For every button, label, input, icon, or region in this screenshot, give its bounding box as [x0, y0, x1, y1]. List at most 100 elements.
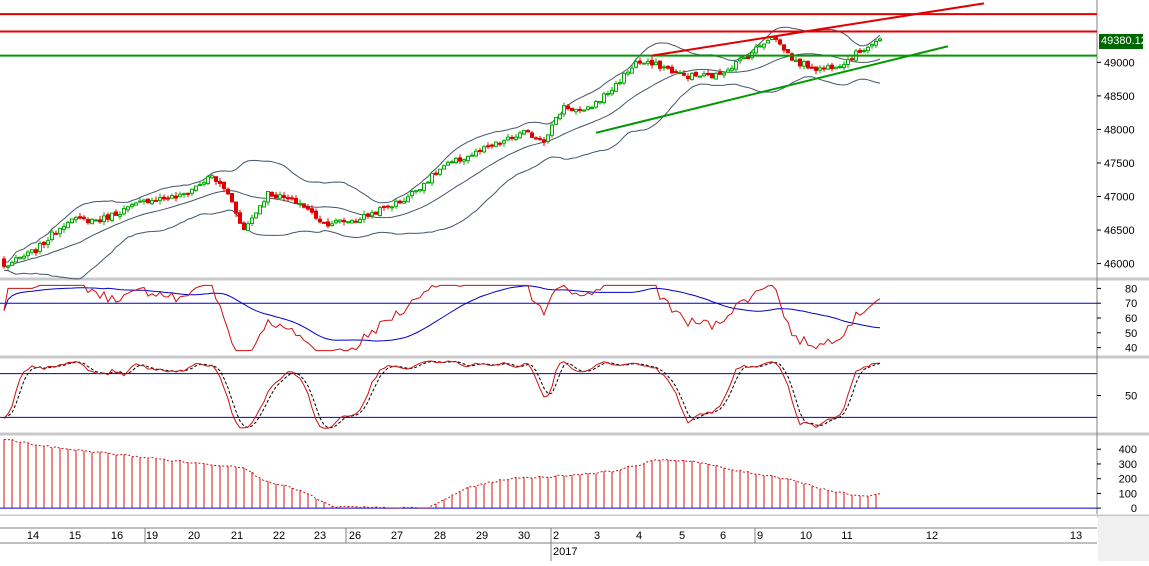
- candle-body: [642, 62, 646, 65]
- candle-body: [622, 73, 626, 84]
- y-tick-label: 100: [1119, 488, 1137, 500]
- candle-body: [494, 141, 498, 147]
- y-tick-label: 60: [1125, 313, 1137, 325]
- x-axis: 14 15 16 19 20 21 22 23 26 27 28 29 30 2 3 4 5 6 9 10 11 12 13…: [0, 516, 1149, 561]
- candle-body: [818, 67, 822, 71]
- candle-body: [210, 175, 214, 179]
- y-tick-label: 47500: [1104, 158, 1135, 170]
- y-tick-label: 400: [1119, 444, 1137, 456]
- candle-body: [806, 60, 810, 69]
- candle-body: [290, 197, 294, 200]
- x-tick-label: 22: [273, 530, 285, 542]
- candle-body: [646, 60, 650, 64]
- candle-body: [690, 72, 694, 81]
- bollinger-lower: [3, 76, 881, 280]
- candle-body: [190, 188, 194, 194]
- candle-body: [222, 181, 226, 189]
- y-tick-label: 40: [1125, 343, 1137, 355]
- candle-body: [666, 65, 670, 69]
- candle-body: [26, 251, 30, 256]
- candle-body: [78, 216, 82, 219]
- y-tick-label: 0: [1131, 503, 1137, 515]
- candle-body: [802, 61, 806, 67]
- candle-body: [554, 116, 558, 125]
- x-tick-label: 16: [111, 530, 123, 542]
- x-tick-label: 21: [231, 530, 243, 542]
- candle-body: [582, 109, 586, 112]
- candle-body: [270, 191, 274, 197]
- x-tick-label: 6: [720, 530, 726, 542]
- candle-body: [234, 201, 238, 214]
- y-tick-label: 50: [1125, 328, 1137, 340]
- candle-body: [274, 194, 278, 199]
- candle-body: [842, 64, 846, 69]
- candle-body: [566, 105, 570, 110]
- candle-body: [278, 194, 282, 199]
- candle-body: [98, 219, 102, 223]
- candle-body: [838, 65, 842, 68]
- y-tick-label: 48000: [1104, 124, 1135, 136]
- oscillator-line: [3, 284, 881, 352]
- candle-body: [330, 223, 334, 227]
- candle-body: [526, 130, 530, 133]
- candle-body: [558, 113, 562, 120]
- candle-body: [454, 157, 458, 164]
- candle-body: [746, 56, 750, 60]
- candle-body: [686, 75, 690, 79]
- candle-body: [518, 132, 522, 139]
- candle-body: [186, 192, 190, 195]
- candle-body: [350, 219, 354, 224]
- candle-body: [414, 190, 418, 193]
- candle-body: [38, 242, 42, 252]
- candle-body: [334, 219, 338, 224]
- y-tick-label: 50: [1125, 391, 1137, 403]
- candle-body: [634, 61, 638, 68]
- candle-body: [94, 219, 98, 222]
- candle-body: [366, 213, 370, 217]
- y-tick-label: 80: [1125, 283, 1137, 295]
- candle-body: [570, 107, 574, 112]
- candle-body: [142, 199, 146, 202]
- candle-body: [346, 221, 350, 224]
- candle-body: [466, 155, 470, 162]
- y-tick-label: 49000: [1104, 57, 1135, 69]
- candle-body: [34, 249, 38, 254]
- candle-body: [422, 183, 426, 191]
- candle-body: [462, 159, 466, 162]
- candle-body: [294, 197, 298, 204]
- candle-body: [498, 142, 502, 145]
- x-tick-label: 23: [314, 530, 326, 542]
- candle-body: [430, 172, 434, 184]
- candle-body: [438, 168, 442, 175]
- candle-body: [710, 72, 714, 79]
- candle-body: [822, 67, 826, 70]
- candle-body: [830, 64, 834, 70]
- candle-body: [154, 199, 158, 202]
- candle-body: [118, 213, 122, 217]
- candle-body: [542, 139, 546, 143]
- candle-body: [502, 140, 506, 144]
- candle-body: [870, 43, 874, 47]
- stochastic-panel: [0, 360, 1097, 429]
- candle-body: [534, 137, 538, 140]
- candle-body: [134, 202, 138, 206]
- candle-body: [514, 136, 518, 140]
- candle-body: [246, 223, 250, 231]
- x-tick-label: 13: [1070, 530, 1082, 542]
- candle-body: [198, 183, 202, 186]
- candle-body: [550, 124, 554, 136]
- candle-body: [22, 255, 26, 259]
- candle-body: [282, 195, 286, 199]
- candle-body: [754, 46, 758, 54]
- candle-body: [58, 227, 62, 235]
- candle-body: [354, 220, 358, 223]
- y-tick-label: 48500: [1104, 91, 1135, 103]
- candle-body: [698, 75, 702, 78]
- histogram-panel: [0, 438, 1097, 509]
- candle-body: [658, 60, 662, 69]
- x-tick-label: 11: [841, 530, 852, 542]
- y-tick-label: 46500: [1104, 225, 1135, 237]
- candle-body: [486, 145, 490, 148]
- candle-body: [70, 218, 74, 224]
